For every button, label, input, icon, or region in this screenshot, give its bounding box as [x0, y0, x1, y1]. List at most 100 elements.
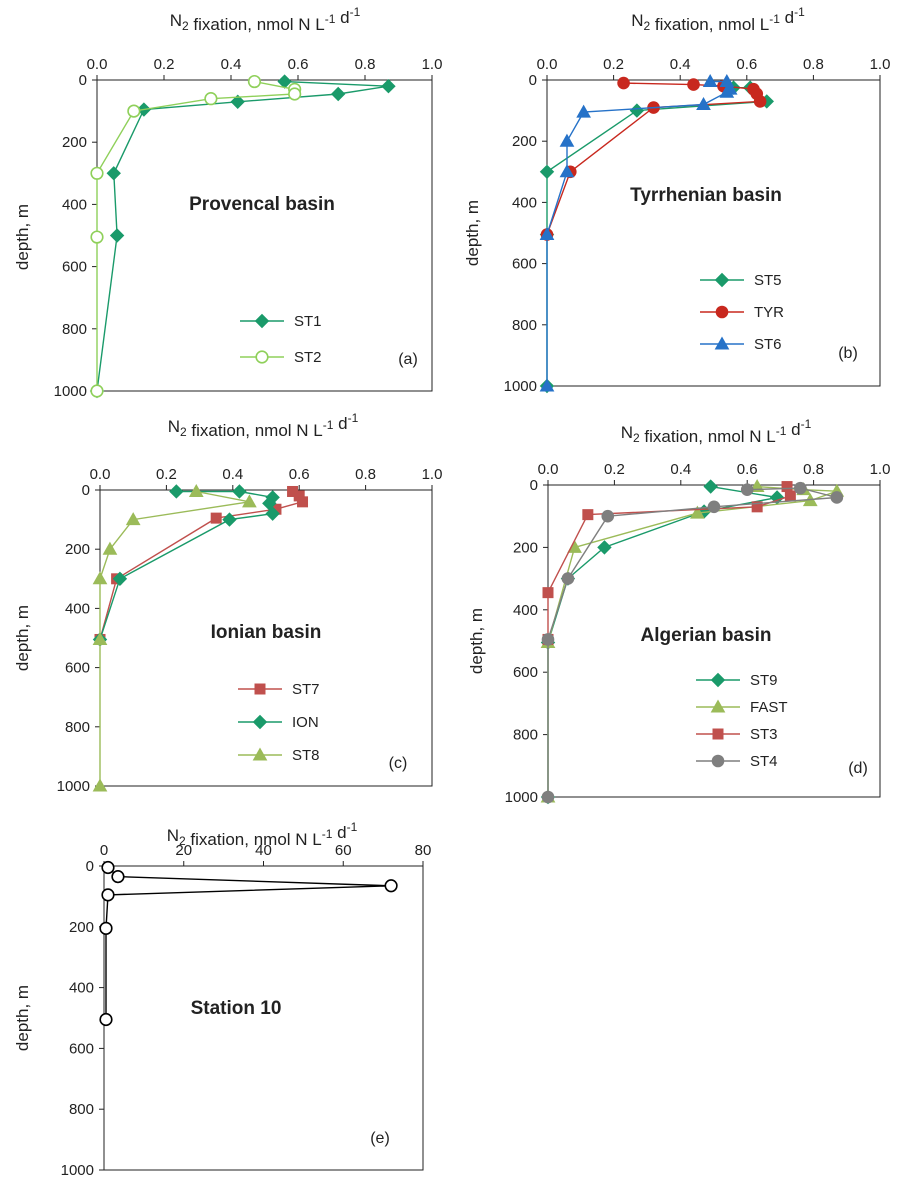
chart-panel-a: 0.0 0.2 0.4 0.6 0.8 1.0 0 200 400 600 800 1000 N2 fi…: [13, 5, 442, 400]
legend-label: ST2: [294, 349, 322, 366]
y-tick-label: 400: [65, 600, 90, 617]
legend-label: ST8: [292, 747, 320, 764]
y-tick-label: 800: [62, 321, 87, 338]
data-point: [707, 500, 721, 514]
data-point: [784, 490, 796, 502]
data-point: [102, 541, 118, 555]
series-line: [96, 80, 389, 392]
data-point: [92, 571, 108, 585]
y-tick-label: 800: [69, 1101, 94, 1118]
panel-letter: (d): [848, 760, 868, 777]
x-tick-label: 0.6: [737, 461, 758, 478]
y-axis-title: depth, m: [463, 200, 482, 266]
y-axis-title: depth, m: [13, 985, 32, 1051]
y-tick-label: 600: [62, 259, 87, 276]
data-point: [90, 230, 104, 244]
legend-marker: [712, 728, 724, 740]
data-point: [242, 494, 257, 508]
data-point: [696, 96, 711, 110]
data-point: [232, 484, 247, 499]
series-st4: [541, 481, 844, 804]
y-tick-label: 600: [513, 664, 538, 681]
series-station-10: [99, 860, 398, 1027]
y-tick-label: 400: [512, 194, 537, 211]
data-point: [576, 104, 591, 118]
x-tick-label: 0.6: [288, 56, 309, 73]
basin-label: Tyrrhenian basin: [630, 185, 782, 206]
x-tick-label: 20: [175, 842, 192, 859]
series-tyr: [540, 76, 767, 241]
legend-marker: [252, 714, 268, 730]
data-point: [101, 888, 115, 902]
plot-frame: [96, 79, 433, 392]
data-point: [288, 87, 302, 101]
data-point: [247, 74, 262, 89]
x-tick-label: 1.0: [422, 466, 443, 483]
legend-marker: [714, 336, 730, 350]
data-point: [111, 870, 125, 884]
data-point: [204, 92, 218, 106]
legend-label: ST5: [754, 272, 782, 289]
y-tick-label: 1000: [61, 1162, 94, 1179]
x-tick-label: 0.2: [604, 461, 625, 478]
data-point: [559, 133, 575, 147]
basin-label: Provencal basin: [189, 194, 335, 215]
x-tick-label: 0.4: [670, 56, 691, 73]
x-tick-label: 0.0: [90, 466, 111, 483]
legend: ST9 FAST ST3 ST4: [696, 672, 788, 770]
data-point: [690, 505, 705, 519]
legend-label: FAST: [750, 699, 788, 716]
legend-marker: [252, 747, 268, 761]
data-point: [542, 587, 554, 599]
data-point: [90, 166, 104, 180]
data-point: [751, 501, 763, 513]
y-tick-label: 1000: [504, 378, 537, 395]
data-point: [753, 95, 767, 108]
data-point: [719, 84, 735, 98]
data-point: [169, 484, 184, 499]
x-tick-label: 40: [255, 842, 272, 859]
y-tick-label: 200: [513, 539, 538, 556]
data-point: [210, 512, 222, 524]
y-tick-label: 0: [79, 72, 87, 89]
panel-letter: (c): [389, 755, 408, 772]
y-tick-label: 400: [62, 196, 87, 213]
data-point: [265, 506, 280, 521]
data-point: [539, 378, 555, 392]
x-tick-label: 0.6: [289, 466, 310, 483]
y-tick-label: 800: [65, 719, 90, 736]
y-tick-label: 200: [69, 919, 94, 936]
x-tick-label: 0.4: [670, 461, 691, 478]
data-point: [559, 164, 575, 178]
data-point: [222, 512, 237, 527]
series-line: [105, 866, 392, 1020]
data-point: [561, 572, 575, 585]
series-line: [546, 86, 769, 386]
y-tick-label: 200: [65, 541, 90, 558]
data-point: [539, 227, 555, 241]
legend: ST5 TYR ST6: [700, 272, 784, 353]
y-tick-label: 200: [62, 134, 87, 151]
chart-panel-c: 0.0 0.2 0.4 0.6 0.8 1.0 0 200 400 600 800 1000 N2 fi…: [13, 411, 442, 795]
legend-marker: [254, 313, 270, 329]
data-point: [541, 790, 555, 804]
data-point: [541, 633, 555, 646]
y-tick-label: 1000: [57, 778, 90, 795]
series-line: [96, 80, 296, 391]
x-tick-label: 60: [335, 842, 352, 859]
x-tick-label: 80: [415, 842, 432, 859]
legend-label: ST4: [750, 753, 778, 770]
legend-marker: [710, 672, 726, 688]
legend-marker: [715, 305, 729, 319]
x-tick-label: 0.2: [156, 466, 177, 483]
chart-panel-d: 0.0 0.2 0.4 0.6 0.8 1.0 0 200 400 600 800 1000 N2 fi…: [467, 417, 890, 806]
data-point: [830, 491, 844, 504]
x-tick-label: 0.0: [87, 56, 108, 73]
x-tick-label: 0.8: [803, 56, 824, 73]
series-st3: [542, 481, 796, 645]
y-tick-label: 0: [86, 858, 94, 875]
legend-marker: [711, 754, 725, 768]
x-tick-label: 0.2: [154, 56, 175, 73]
basin-label: Ionian basin: [211, 622, 322, 643]
data-point: [539, 164, 555, 180]
